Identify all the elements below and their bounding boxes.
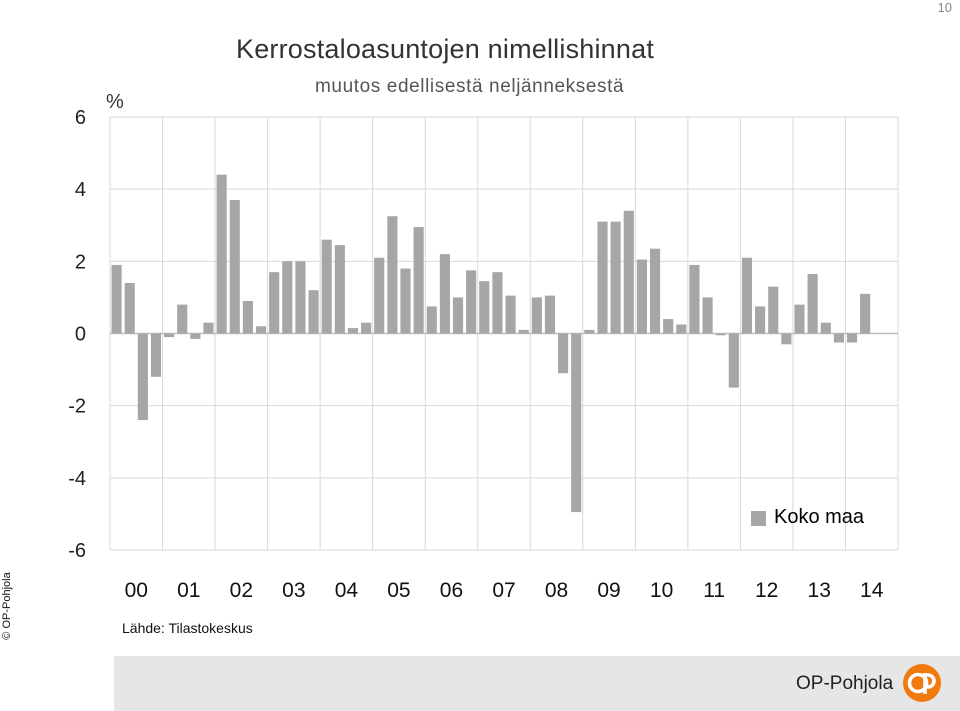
bar	[531, 297, 542, 334]
y-tick-label: -6	[68, 540, 86, 562]
x-tick-label: 12	[755, 579, 778, 602]
x-tick-label: 01	[177, 579, 200, 602]
y-tick-label: 4	[75, 179, 86, 201]
bar	[663, 319, 674, 334]
y-tick-label: 2	[75, 251, 86, 273]
bar	[755, 306, 766, 334]
bar	[794, 304, 805, 334]
y-tick-label: 0	[75, 324, 86, 346]
bar	[571, 333, 582, 513]
bar	[190, 333, 201, 339]
bar	[636, 259, 647, 334]
x-tick-label: 06	[440, 579, 463, 602]
x-tick-label: 00	[125, 579, 148, 602]
bar	[124, 282, 135, 334]
bar	[347, 328, 359, 334]
bar	[255, 326, 267, 334]
x-tick-label: 11	[703, 579, 725, 602]
chart-title: Kerrostaloasuntojen nimellishinnat	[236, 34, 655, 64]
bar	[518, 329, 529, 334]
y-tick-label: -2	[68, 396, 86, 418]
bar	[728, 333, 739, 388]
bar	[452, 297, 464, 334]
y-tick-label: -4	[68, 468, 86, 490]
bar	[308, 290, 319, 334]
brand-name: OP-Pohjola	[796, 673, 894, 694]
x-tick-label: 14	[860, 579, 884, 602]
bar	[321, 239, 332, 334]
bar	[544, 295, 556, 334]
bar	[374, 257, 385, 334]
source-text: Lähde: Tilastokeskus	[122, 620, 253, 636]
x-tick-label: 05	[387, 579, 410, 602]
bar	[400, 268, 411, 334]
bar	[203, 322, 214, 334]
bar	[702, 297, 713, 334]
x-tick-label: 07	[492, 579, 515, 602]
legend-label: Koko maa	[774, 506, 865, 528]
bar	[584, 329, 595, 334]
y-axis-unit: %	[106, 91, 124, 113]
bar	[426, 306, 437, 334]
x-tick-label: 02	[230, 579, 253, 602]
bar	[492, 272, 503, 334]
bar	[807, 273, 818, 334]
bar	[479, 281, 490, 334]
bar	[295, 261, 306, 334]
bar	[150, 333, 162, 377]
bar	[164, 333, 175, 338]
bar	[361, 322, 372, 334]
x-tick-label: 13	[808, 579, 831, 602]
copyright-text: © OP-Pohjola	[1, 572, 13, 640]
bar	[860, 293, 871, 334]
bar	[676, 324, 687, 334]
bar	[387, 216, 398, 334]
bar	[137, 333, 148, 421]
x-tick-label: 10	[650, 579, 673, 602]
legend-swatch	[751, 511, 766, 526]
bar	[610, 221, 621, 334]
bar	[689, 264, 700, 334]
bar	[715, 333, 726, 336]
bar-chart: 6 4 2 0 -2 -4 -6 00 01 02 03 04 05 06 07 08 09 10 11 12 13 14	[68, 107, 899, 602]
bar	[177, 304, 188, 334]
bar	[597, 221, 608, 334]
bar	[216, 174, 227, 334]
x-tick-label: 03	[282, 579, 305, 602]
x-tick-label: 04	[335, 579, 359, 602]
bar	[282, 261, 293, 334]
bar	[768, 286, 779, 334]
bar	[505, 295, 516, 334]
footer-band	[114, 656, 960, 711]
x-tick-label: 09	[597, 579, 620, 602]
op-logo-icon	[903, 664, 941, 702]
bar	[833, 333, 844, 343]
chart-subtitle: muutos edellisestä neljänneksestä	[315, 76, 625, 97]
y-tick-label: 6	[75, 107, 86, 129]
bar	[229, 199, 240, 334]
x-tick-label: 08	[545, 579, 568, 602]
bar	[781, 333, 792, 345]
bar	[466, 270, 477, 334]
page-number: 10	[937, 0, 952, 15]
bar	[413, 227, 424, 334]
bar	[269, 272, 280, 334]
bar	[334, 245, 345, 334]
bar	[741, 257, 753, 334]
bar	[242, 301, 253, 334]
bar	[558, 333, 569, 374]
bar	[439, 254, 450, 334]
bar	[649, 248, 661, 334]
bar	[820, 322, 831, 334]
bar	[846, 333, 858, 343]
bar	[111, 264, 122, 334]
bar	[623, 210, 634, 334]
